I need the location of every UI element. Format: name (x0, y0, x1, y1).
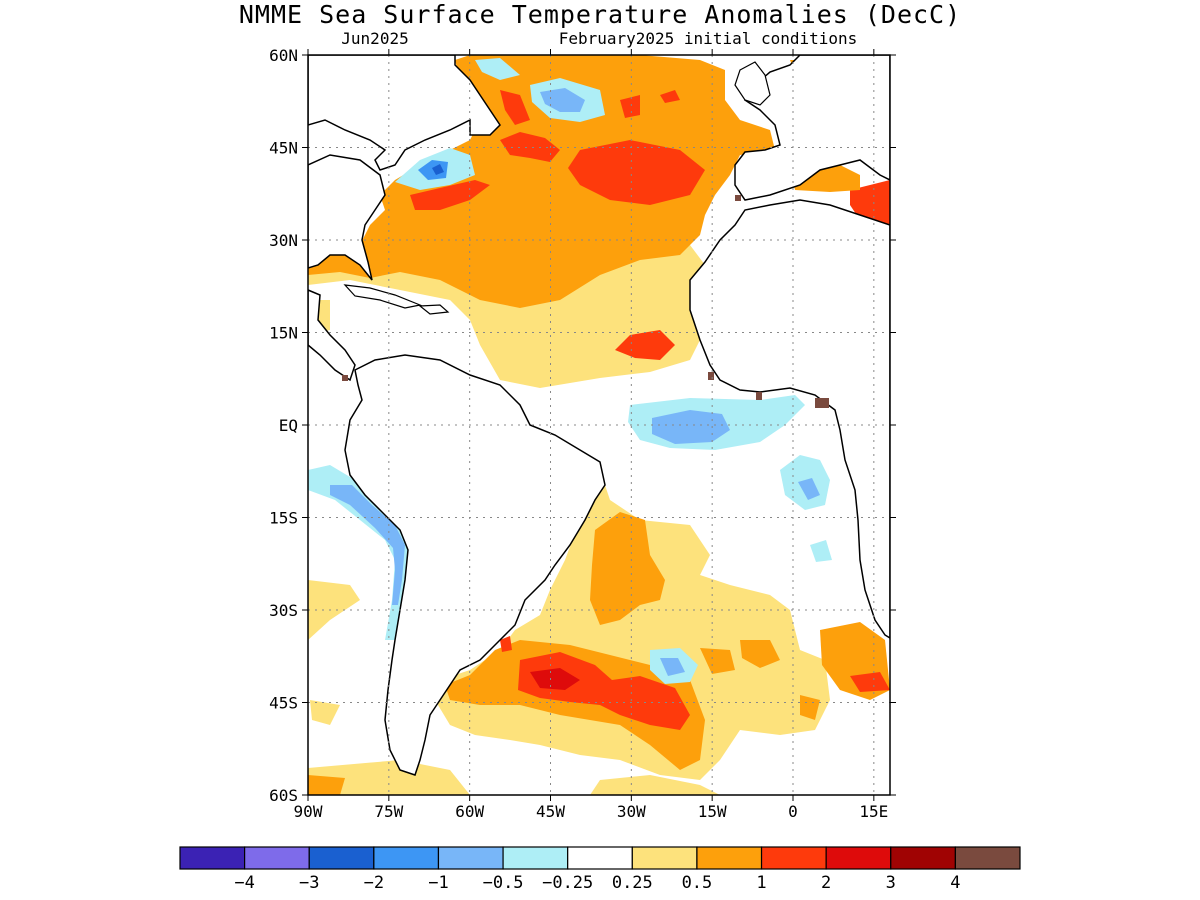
colorbar-label: 4 (950, 873, 960, 893)
north-america-landmass (308, 55, 501, 171)
colorbar-label: −3 (299, 873, 319, 893)
anomaly-extreme-patches (342, 195, 829, 408)
lat-label: 45N (269, 139, 298, 158)
lon-label: 75W (374, 802, 403, 821)
colorbar-label: −0.5 (483, 873, 524, 893)
colorbar: −4 −3 −2 −1 −0.5 −0.25 0.25 0.5 1 2 3 4 (179, 846, 1021, 893)
colorbar-label: 0.5 (682, 873, 713, 893)
hispaniola (418, 304, 450, 315)
lon-label: 0 (788, 802, 798, 821)
colorbar-swatch (437, 846, 504, 870)
colorbar-label: −4 (234, 873, 254, 893)
us-east-coast (308, 154, 386, 281)
colorbar-swatch (179, 846, 246, 870)
lat-label: 30S (269, 601, 298, 620)
colorbar-swatch (760, 846, 827, 870)
lat-label: 60S (269, 786, 298, 805)
continents (308, 55, 890, 776)
colorbar-swatch (308, 846, 375, 870)
initial-conditions: February2025 initial conditions (559, 29, 858, 48)
colorbar-swatch (244, 846, 310, 870)
lon-label: 15W (698, 802, 727, 821)
south-america-landmass (344, 354, 606, 776)
lat-label: 45S (269, 694, 298, 713)
lat-label: 15N (269, 324, 298, 343)
colorbar-swatch (373, 846, 440, 870)
lat-label: 15S (269, 509, 298, 528)
lat-label: 60N (269, 46, 298, 65)
colorbar-label: −2 (364, 873, 384, 893)
lon-label: 90W (294, 802, 323, 821)
colorbar-label: −1 (428, 873, 448, 893)
lon-label: 15E (859, 802, 888, 821)
lon-label: 60W (455, 802, 484, 821)
colorbar-label: 0.25 (612, 873, 653, 893)
cuba (343, 284, 423, 309)
colorbar-label: 2 (821, 873, 831, 893)
sst-anomaly-map (308, 55, 890, 795)
colorbar-swatch (631, 846, 698, 870)
colorbar-swatch (890, 846, 956, 870)
anomaly-north-atlantic (308, 55, 890, 388)
lat-label: 30N (269, 231, 298, 250)
africa-landmass (689, 199, 890, 639)
colorbar-swatch (696, 846, 763, 870)
colorbar-swatch (567, 846, 633, 870)
lon-label: 30W (617, 802, 646, 821)
colorbar-swatch (502, 846, 569, 870)
colorbar-label: −0.25 (542, 873, 593, 893)
longitude-axis: 90W 75W 60W 45W 30W 15W 0 15E (294, 49, 888, 821)
figure-title: NMME Sea Surface Temperature Anomalies (… (239, 0, 961, 29)
colorbar-swatch (954, 846, 1021, 870)
graticule (308, 55, 890, 795)
colorbar-swatch (825, 846, 892, 870)
colorbar-label: 1 (756, 873, 766, 893)
colorbar-label: 3 (886, 873, 896, 893)
central-america (308, 289, 356, 382)
lon-label: 45W (536, 802, 565, 821)
british-isles (734, 61, 771, 106)
anomaly-northwest-cold-pool (395, 58, 605, 190)
target-month: Jun2025 (341, 29, 408, 48)
latitude-axis: 60N 45N 30N 15N EQ 15S 30S 45S 60S (269, 46, 896, 805)
lat-label: EQ (279, 416, 298, 435)
